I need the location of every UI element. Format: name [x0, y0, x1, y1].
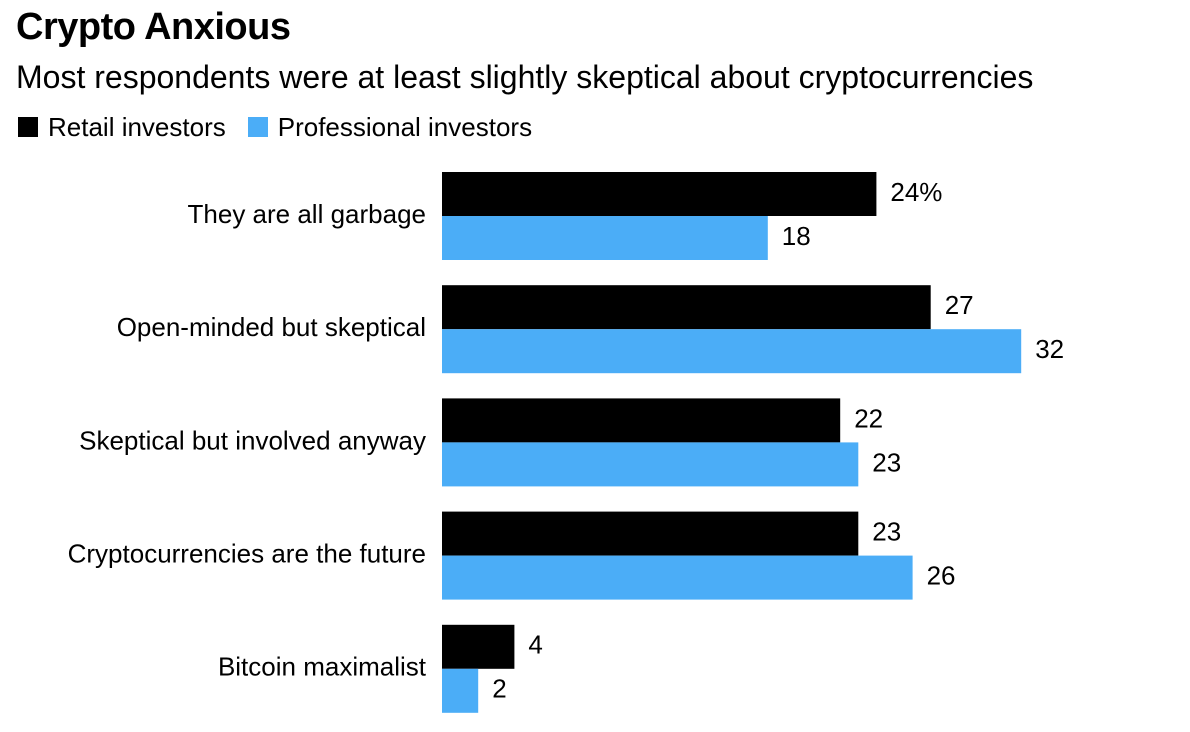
data-label: 24%: [890, 177, 942, 207]
bar-professional: [442, 668, 479, 713]
legend-swatch-professional: [247, 117, 268, 137]
data-label: 2: [492, 674, 506, 704]
category-label: Open-minded but skeptical: [117, 312, 426, 342]
bar-professional: [442, 216, 768, 260]
chart-title: Crypto Anxious: [16, 6, 291, 48]
legend-label-professional: Professional investors: [277, 111, 533, 142]
category-label: Bitcoin maximalist: [218, 652, 427, 682]
category-label: Skeptical but involved anyway: [79, 425, 426, 455]
bar-retail: [442, 511, 859, 556]
bar-professional: [442, 442, 859, 487]
bar-retail: [442, 624, 515, 669]
data-label: 4: [528, 630, 542, 660]
bar-retail: [442, 172, 877, 216]
data-label: 22: [854, 403, 883, 433]
chart-subtitle: Most respondents were at least slightly …: [16, 59, 1034, 95]
legend-item-retail: Retail investors: [18, 112, 226, 143]
data-label: 23: [872, 447, 901, 477]
legend-item-professional: Professional investors: [247, 111, 533, 143]
bar-professional: [442, 555, 913, 600]
data-label: 32: [1035, 334, 1064, 364]
data-label: 18: [782, 221, 811, 251]
bar-retail: [442, 285, 931, 330]
category-label: Cryptocurrencies are the future: [68, 538, 426, 568]
legend-label-retail: Retail investors: [48, 111, 226, 142]
category-label: They are all garbage: [188, 199, 426, 229]
data-label: 23: [872, 516, 901, 546]
data-label: 26: [927, 560, 956, 590]
bar-professional: [442, 329, 1022, 374]
bar-retail: [442, 398, 841, 443]
legend-swatch-retail: [18, 117, 38, 137]
legend: Retail investors Professional investors: [18, 110, 554, 144]
data-label: 27: [945, 290, 974, 320]
